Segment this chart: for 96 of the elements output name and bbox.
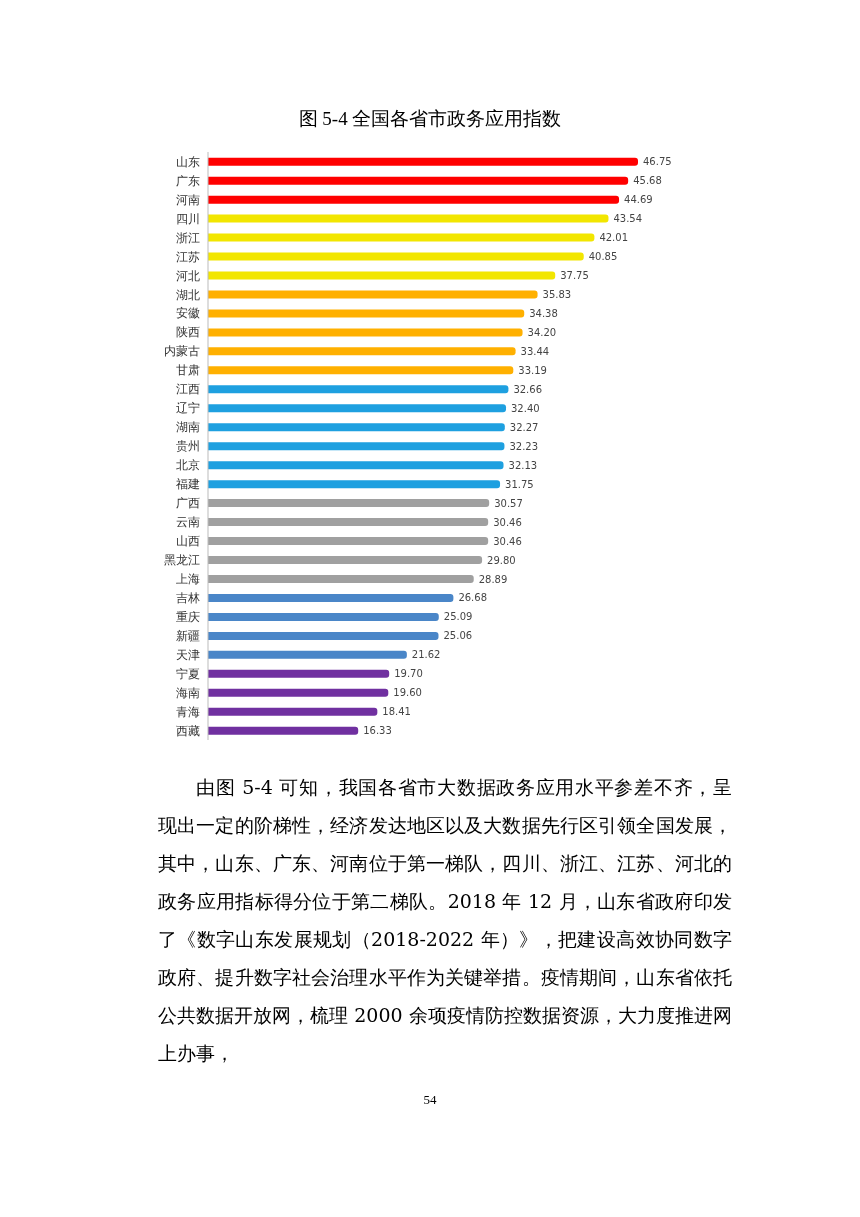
- bar: [208, 650, 407, 659]
- data-label: 19.70: [394, 668, 423, 680]
- y-tick-label: 四川: [176, 211, 200, 226]
- y-tick-label: 河南: [176, 192, 200, 207]
- data-label: 34.38: [529, 307, 558, 319]
- y-tick-label: 青海: [176, 704, 200, 719]
- bar: [208, 271, 556, 280]
- y-tick-label: 山东: [176, 154, 200, 169]
- y-tick-label: 宁夏: [176, 666, 200, 681]
- bar: [208, 290, 538, 299]
- bar: [208, 499, 490, 508]
- y-tick-label: 山西: [176, 534, 200, 549]
- bar: [208, 347, 516, 356]
- bar: [208, 442, 505, 451]
- data-label: 30.46: [493, 535, 522, 547]
- bar: [208, 518, 489, 527]
- data-label: 45.68: [633, 175, 662, 187]
- y-tick-label: 福建: [176, 477, 200, 492]
- bar: [208, 461, 504, 470]
- text: 由图 5-4 可知，我国各省市大数据政务应用水平参差不齐，呈现出一定的阶梯性，经济发达地区以及大数据先行区引领全国发展，其中，山东、广东、河南位于第一梯队，四川、浙江、江苏、河北的政务应用指标得分位于第二梯队。2018 年 12 月，山东省政府印发了《数字山东发展规划（2018-2022 年）》，把建设高效协同数字政府、提升数字社会治理水平作为关键举措。疫情期间，山东省依托公共数据开放网，梳理 2000 余项疫情防控数据资源，大力度推进网上办事，: [158, 775, 732, 1066]
- bar: [208, 214, 609, 223]
- data-label: 25.06: [443, 630, 473, 642]
- bar: [208, 328, 523, 337]
- bar: [208, 707, 378, 716]
- bar: [208, 631, 439, 640]
- y-tick-label: 云南: [176, 515, 200, 530]
- y-tick-label: 贵州: [176, 439, 200, 454]
- y-tick-label: 天津: [176, 647, 200, 662]
- y-tick-label: 新疆: [176, 628, 200, 643]
- data-label: 42.01: [599, 232, 629, 244]
- y-tick-label: 重庆: [176, 609, 200, 624]
- y-tick-label: 湖北: [176, 287, 200, 302]
- y-tick-label: 江苏: [176, 249, 200, 264]
- y-tick-label: 浙江: [176, 230, 200, 245]
- y-tick-label: 河北: [176, 268, 200, 283]
- bar: [208, 593, 454, 602]
- y-tick-label: 湖南: [176, 420, 200, 435]
- data-label: 32.13: [508, 459, 538, 471]
- data-label: 31.75: [505, 478, 534, 490]
- bar: [208, 612, 439, 621]
- bar: [208, 726, 359, 735]
- y-tick-label: 安徽: [176, 306, 200, 321]
- bar: [208, 233, 595, 242]
- data-label: 16.33: [363, 725, 392, 737]
- bar: [208, 574, 474, 583]
- data-label: 34.20: [527, 326, 557, 338]
- data-label: 25.09: [443, 611, 473, 623]
- bar: [208, 556, 483, 565]
- y-tick-label: 辽宁: [176, 401, 200, 416]
- bar: [208, 157, 638, 166]
- y-tick-label: 黑龙江: [164, 553, 200, 568]
- data-label: 19.60: [393, 687, 422, 699]
- data-label: 29.80: [487, 554, 516, 566]
- data-label: 35.83: [542, 289, 572, 301]
- y-tick-label: 广西: [176, 496, 200, 511]
- data-label: 32.27: [509, 421, 539, 433]
- bar: [208, 688, 389, 697]
- data-label: 32.23: [509, 440, 539, 452]
- y-tick-label: 吉林: [176, 591, 200, 605]
- data-label: 43.54: [613, 213, 643, 225]
- bar: [208, 537, 489, 546]
- bar: [208, 252, 584, 261]
- bar: [208, 404, 507, 413]
- bar: [208, 669, 390, 678]
- y-tick-label: 陕西: [176, 325, 200, 340]
- bar: [208, 176, 629, 185]
- data-label: 44.69: [624, 194, 653, 206]
- y-tick-label: 广东: [176, 173, 200, 188]
- text: 54: [422, 1092, 438, 1108]
- y-tick-label: 海南: [176, 685, 200, 700]
- y-tick-label: 内蒙古: [164, 344, 200, 359]
- data-label: 30.46: [493, 516, 522, 528]
- bar: [208, 195, 620, 204]
- bar: [208, 423, 505, 432]
- bar: [208, 385, 509, 394]
- y-tick-label: 江西: [176, 382, 200, 397]
- data-label: 30.57: [494, 497, 523, 509]
- bar: [208, 309, 525, 318]
- y-tick-label: 北京: [176, 458, 200, 473]
- data-label: 32.40: [511, 402, 540, 414]
- data-label: 21.62: [411, 649, 441, 661]
- y-tick-label: 西藏: [176, 723, 200, 738]
- data-label: 28.89: [478, 573, 508, 585]
- data-label: 18.41: [382, 706, 411, 718]
- data-label: 33.19: [518, 364, 547, 376]
- chart-title: 图 5-4 全国各省市政务应用指数: [297, 107, 563, 131]
- bar: [208, 480, 501, 489]
- data-label: 40.85: [588, 251, 618, 263]
- data-label: 32.66: [513, 383, 543, 395]
- y-tick-label: 甘肃: [176, 363, 200, 378]
- bar: [208, 366, 514, 375]
- data-label: 37.75: [560, 270, 589, 282]
- data-label: 26.68: [458, 592, 488, 604]
- data-label: 33.44: [520, 345, 550, 357]
- data-label: 46.75: [643, 156, 672, 168]
- y-tick-label: 上海: [176, 572, 200, 587]
